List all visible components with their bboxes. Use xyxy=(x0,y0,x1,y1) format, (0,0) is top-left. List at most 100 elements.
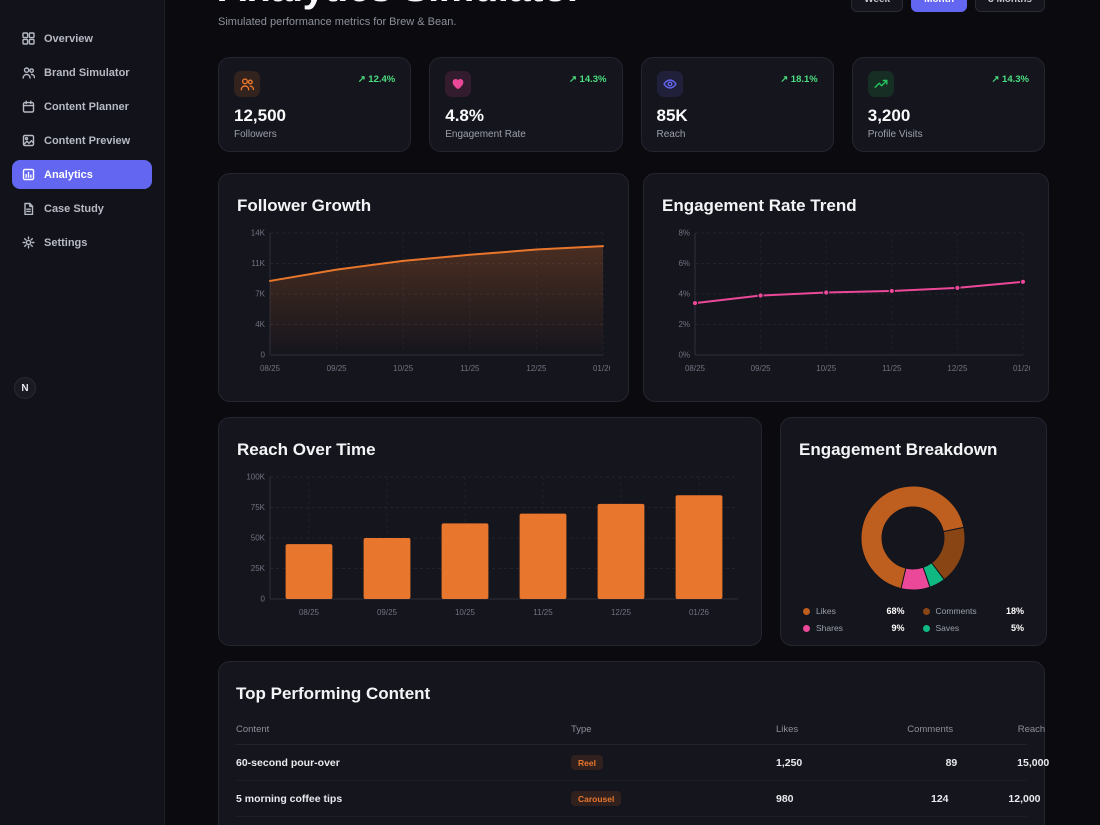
cell-likes: 1,250 xyxy=(776,756,803,769)
svg-text:08/25: 08/25 xyxy=(260,364,281,373)
range-button-week[interactable]: Week xyxy=(851,0,904,12)
range-button-month[interactable]: Month xyxy=(911,0,968,12)
legend-value: 68% xyxy=(886,606,905,616)
sidebar-item-label: Case Study xyxy=(44,202,104,215)
legend-label: Comments xyxy=(935,606,977,616)
followers-icon xyxy=(234,71,260,97)
legend-dot xyxy=(922,607,930,615)
grid-icon xyxy=(22,32,35,45)
svg-text:75K: 75K xyxy=(251,503,266,512)
column-header-reach: Reach xyxy=(1017,724,1046,735)
charts-row-2: Reach Over Time 0 25K 50K 75K 100K 08/25 09/25… xyxy=(218,417,1047,646)
follower-growth-chart: 0 4K 7K 11K 14K 08/25 09/25 10/25 11/25 12/25 01/2… xyxy=(251,229,610,374)
n-logo[interactable]: N xyxy=(14,377,36,399)
chart-title: Reach Over Time xyxy=(237,440,376,459)
svg-text:10/25: 10/25 xyxy=(816,364,837,373)
type-badge: Reel xyxy=(571,755,603,770)
sidebar-item-content-preview[interactable]: Content Preview xyxy=(12,126,152,155)
engagement-trend-card: Engagement Rate Trend 0% 2% 4% 6% 8% 08/25 09/… xyxy=(643,173,1049,402)
range-button-group: Week Month 3 Months xyxy=(851,0,1045,12)
svg-text:0: 0 xyxy=(261,351,266,360)
sidebar-item-content-planner[interactable]: Content Planner xyxy=(12,92,152,121)
svg-text:09/25: 09/25 xyxy=(751,364,772,373)
svg-text:0: 0 xyxy=(261,595,266,604)
legend-value: 9% xyxy=(891,623,905,633)
svg-text:09/25: 09/25 xyxy=(327,364,348,373)
reach-bar-chart: 0 25K 50K 75K 100K 08/25 09/25 10/25 11/25 12/25 0… xyxy=(246,473,738,617)
table-row: 60-second pour-over Reel 1,250 89 15,000 xyxy=(236,745,1049,781)
svg-text:12/25: 12/25 xyxy=(611,608,632,617)
svg-text:09/25: 09/25 xyxy=(377,608,398,617)
column-header-content: Content xyxy=(236,724,270,735)
stat-card-top: ↗ 14.3% xyxy=(867,71,1029,97)
engagement-breakdown-card: Engagement Breakdown Likes 68% Comments … xyxy=(780,417,1047,646)
legend-dot xyxy=(803,624,810,632)
stat-card-top: ↗ 14.3% xyxy=(445,71,607,97)
sidebar-nav: Overview Brand Simulator Content Planner Co… xyxy=(0,0,164,257)
svg-text:01/26: 01/26 xyxy=(1013,364,1030,373)
donut-legend: Likes 68% Comments 18% Shares 9% Saves 5… xyxy=(799,606,1028,633)
chart-title: Engagement Breakdown xyxy=(799,440,998,459)
legend-label: Likes xyxy=(816,606,836,616)
sidebar-item-overview[interactable]: Overview xyxy=(12,24,152,53)
engagement-donut-chart xyxy=(860,485,966,591)
chart-title: Engagement Rate Trend xyxy=(662,196,857,215)
follower-growth-card: Follower Growth 0 4K 7K 11K 14K 08/25 09/25 10/… xyxy=(218,173,629,402)
chart-title: Follower Growth xyxy=(237,196,372,215)
cell-likes: 980 xyxy=(776,792,794,805)
legend-item-comments: Comments 18% xyxy=(922,606,1024,616)
svg-text:11/25: 11/25 xyxy=(882,364,902,373)
svg-text:8%: 8% xyxy=(678,229,690,238)
svg-text:2%: 2% xyxy=(678,320,690,329)
table-row: 5 morning coffee tips Carousel 980 124 1… xyxy=(236,781,1041,817)
legend-item-shares: Shares 9% xyxy=(803,623,905,633)
gear-icon xyxy=(22,236,35,249)
users-icon xyxy=(22,66,35,79)
legend-dot xyxy=(922,624,930,632)
trend-badge: ↗ 14.3% xyxy=(568,74,607,85)
donut-wrap xyxy=(799,470,1028,598)
range-button-3-months[interactable]: 3 Months xyxy=(975,0,1045,12)
svg-text:11/25: 11/25 xyxy=(533,608,553,617)
legend-item-likes: Likes 68% xyxy=(803,606,905,616)
eye-icon xyxy=(656,71,683,97)
charts-row-1: Follower Growth 0 4K 7K 11K 14K 08/25 09/25 10/… xyxy=(218,173,1049,402)
sidebar-item-brand-simulator[interactable]: Brand Simulator xyxy=(12,58,152,87)
trend-badge: ↗ 14.3% xyxy=(991,74,1029,85)
stat-card-engagement-rate: ↗ 14.3% 4.8% Engagement Rate xyxy=(429,57,623,152)
engagement-trend-chart: 0% 2% 4% 6% 8% 08/25 09/25 10/25 11/25 12/25 01/26 xyxy=(678,229,1030,374)
sidebar-item-label: Content Preview xyxy=(44,134,131,147)
svg-text:7K: 7K xyxy=(255,290,265,299)
sidebar-item-settings[interactable]: Settings xyxy=(12,228,152,257)
sidebar-item-label: Overview xyxy=(44,32,93,45)
svg-text:01/26: 01/26 xyxy=(689,608,710,617)
svg-text:6%: 6% xyxy=(678,259,690,268)
legend-dot xyxy=(803,607,810,615)
main-content: Analytics Simulator Simulated performanc… xyxy=(165,0,1100,825)
stat-value: 85K xyxy=(656,106,688,125)
column-header-likes: Likes xyxy=(776,724,799,735)
legend-label: Shares xyxy=(816,623,843,633)
table-header-row: Content Type Likes Comments Reach xyxy=(236,714,1045,745)
sidebar-item-analytics[interactable]: Analytics xyxy=(12,160,152,189)
svg-text:08/25: 08/25 xyxy=(299,608,320,617)
svg-text:10/25: 10/25 xyxy=(393,364,414,373)
type-badge: Carousel xyxy=(571,791,622,806)
legend-value: 18% xyxy=(1005,606,1024,616)
table-body: 60-second pour-over Reel 1,250 89 15,000… xyxy=(236,745,1049,825)
heart-icon xyxy=(445,71,472,97)
stat-card-followers: ↗ 12.4% 12,500 Followers xyxy=(218,57,412,152)
svg-text:01/26: 01/26 xyxy=(593,364,610,373)
svg-text:14K: 14K xyxy=(251,229,266,238)
svg-text:4%: 4% xyxy=(678,290,690,299)
sidebar-item-label: Brand Simulator xyxy=(44,66,130,79)
stat-cards: ↗ 12.4% 12,500 Followers ↗ 14.3% 4.8% En… xyxy=(218,57,1045,152)
sidebar-item-case-study[interactable]: Case Study xyxy=(12,194,152,223)
svg-text:50K: 50K xyxy=(251,534,266,543)
cell-comments: 89 xyxy=(945,756,958,769)
document-icon xyxy=(22,202,35,215)
stat-card-top: ↗ 18.1% xyxy=(656,71,818,97)
column-header-type: Type xyxy=(571,724,592,735)
sidebar-item-label: Content Planner xyxy=(44,100,129,113)
